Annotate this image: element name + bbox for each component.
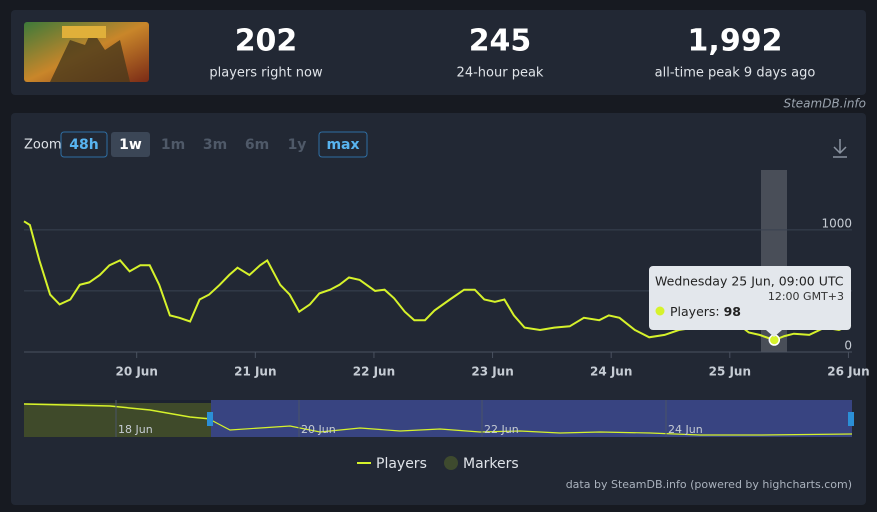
stat-value: 1,992	[688, 24, 783, 59]
zoom-button[interactable]	[318, 131, 368, 158]
tooltip-title: Wednesday 25 Jun, 09:00 UTC	[655, 274, 844, 289]
zoom-buttons: 48h 1w 1m 3m 6m 1y max	[60, 131, 368, 158]
source: SteamDB.info	[783, 97, 866, 111]
stat-label: 24-hour peak	[457, 66, 544, 81]
zoom-button-label[interactable]: 1y	[288, 137, 307, 153]
credits: data by SteamDB.info (powered by highcha…	[566, 478, 852, 491]
plot: 0 1000 20 Jun 21 Jun 22 Jun 23 Jun 24 Jun 25 Ju…	[23, 216, 870, 379]
x-tick-label: 20 Jun	[115, 365, 157, 379]
legend-swatch	[444, 456, 458, 470]
x-tick-label: 23 Jun	[471, 365, 513, 379]
stat-value: 245	[469, 24, 532, 59]
legend-item[interactable]: Markers	[463, 456, 519, 472]
y-tick-label: 1000	[821, 216, 852, 230]
stat-value: 202	[235, 24, 298, 59]
game-image	[24, 22, 149, 82]
zoom-button-label[interactable]: 3m	[203, 137, 227, 153]
zoom-button-label[interactable]: 48h	[69, 137, 98, 153]
navigator-label: 18 Jun	[118, 423, 153, 436]
zoom-button[interactable]	[60, 131, 108, 158]
zoom-button[interactable]	[111, 132, 150, 157]
zoom-button-label[interactable]: max	[326, 137, 359, 153]
x-tick-label: 22 Jun	[353, 365, 395, 379]
tooltip-time: 12:00 GMT+3	[768, 290, 844, 303]
zoom-button-label[interactable]: 1w	[119, 137, 142, 153]
tooltip-swatch	[655, 306, 665, 316]
tooltip-value: 98	[724, 304, 741, 319]
navigator-label: 22 Jun	[484, 423, 519, 436]
x-tick-label: 21 Jun	[234, 365, 276, 379]
zoom-button-label[interactable]: 1m	[161, 137, 185, 153]
tooltip: Wednesday 25 Jun, 09:00 UTC 12:00 GMT+3 …	[649, 266, 851, 337]
x-tick-label: 26 Jun	[827, 365, 869, 379]
tooltip-series: Players: 98	[670, 304, 741, 319]
legend-item[interactable]: Players	[376, 456, 427, 472]
zoom-button-label[interactable]: 6m	[245, 137, 269, 153]
stats-card	[11, 10, 866, 95]
y-tick-label: 0	[844, 339, 852, 353]
stat-label: players right now	[209, 66, 323, 81]
x-tick-label: 24 Jun	[590, 365, 632, 379]
tooltip-series-name: Players	[670, 304, 715, 319]
download-icon[interactable]	[833, 139, 847, 158]
navigator	[23, 400, 854, 437]
navigator-label: 24 Jun	[668, 423, 703, 436]
navigator-label: 20 Jun	[301, 423, 336, 436]
x-tick-label: 25 Jun	[709, 365, 751, 379]
zoom-label: Zoom	[24, 138, 61, 153]
stat-label: all-time peak 9 days ago	[655, 66, 816, 81]
